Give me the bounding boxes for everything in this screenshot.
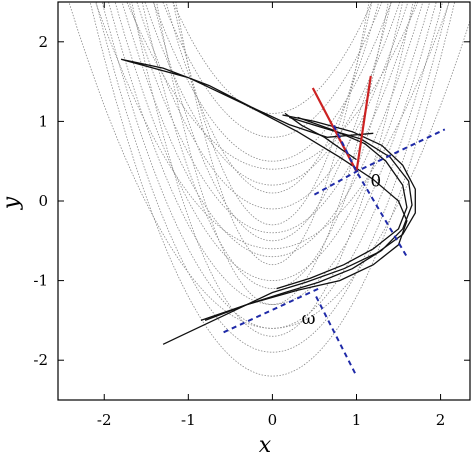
- contour-line-19: [172, 2, 373, 226]
- contour-line-4: [136, 2, 409, 210]
- annotation-layer: 0ω: [302, 171, 382, 329]
- attractor-curve-3: [276, 116, 408, 290]
- x-tick-label-1: -1: [181, 411, 196, 429]
- contour-line-10: [95, 2, 450, 353]
- dashed-line-10: [315, 296, 358, 377]
- contour-line-15: [131, 2, 414, 337]
- contour-line-16: [126, 2, 419, 170]
- y-tick-label-2: 0: [38, 192, 48, 210]
- axis-layer: -2 -1 0 1 2 -2 -1 0 1 2: [33, 2, 470, 429]
- plot-frame: [57, 1, 471, 401]
- manifold-line-6: [355, 75, 372, 172]
- x-tick-label-2: 0: [268, 411, 278, 429]
- y-axis-label: y: [0, 196, 24, 210]
- y-tick-label-4: 2: [38, 33, 48, 51]
- contour-line-13: [153, 2, 392, 242]
- series-layer: [120, 58, 446, 377]
- attractor-curve-0: [120, 58, 408, 322]
- x-tick-label-4: 2: [436, 411, 446, 429]
- contour-line-18: [68, 2, 470, 329]
- annotation-1: ω: [302, 309, 316, 329]
- x-tick-label-3: 1: [352, 411, 362, 429]
- contour-layer: [68, 2, 470, 377]
- contour-line-0: [172, 2, 373, 114]
- contour-line-2: [153, 2, 392, 162]
- dashed-line-7: [313, 128, 446, 196]
- x-axis-label: x: [259, 433, 272, 455]
- contour-line-17: [95, 2, 450, 250]
- contour-line-5: [128, 2, 417, 234]
- annotation-0: 0: [370, 171, 381, 191]
- y-tick-label-0: -2: [33, 351, 48, 369]
- y-tick-label-3: 1: [38, 112, 48, 130]
- contour-line-11: [89, 2, 456, 377]
- contour-line-6: [121, 2, 424, 258]
- contour-line-12: [165, 2, 380, 194]
- manifold-line-5: [311, 87, 358, 173]
- contour-line-14: [141, 2, 404, 290]
- dashed-line-8: [332, 124, 409, 259]
- contour-line-9: [101, 2, 444, 329]
- attractor-curve-2: [200, 116, 413, 322]
- contour-line-1: [162, 2, 383, 138]
- y-tick-label-1: -1: [33, 272, 48, 290]
- x-tick-label-0: -2: [97, 411, 112, 429]
